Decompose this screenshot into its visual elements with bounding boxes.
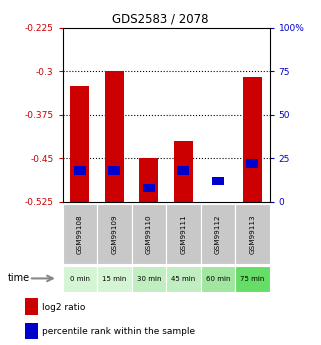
Bar [25, 298, 38, 315]
Text: 75 min: 75 min [240, 276, 265, 282]
Text: percentile rank within the sample: percentile rank within the sample [42, 327, 195, 336]
Text: GSM99111: GSM99111 [180, 214, 187, 254]
Bar [174, 141, 193, 202]
Bar [97, 266, 132, 292]
Bar [108, 166, 120, 175]
Bar [132, 266, 166, 292]
Text: 45 min: 45 min [171, 276, 195, 282]
Bar [166, 204, 201, 264]
Bar [139, 158, 158, 202]
Bar [97, 204, 132, 264]
Bar [235, 266, 270, 292]
Bar [105, 71, 124, 202]
Text: GSM99110: GSM99110 [146, 214, 152, 254]
Bar [70, 86, 89, 202]
Bar [201, 204, 235, 264]
Text: 15 min: 15 min [102, 276, 126, 282]
Bar [132, 204, 166, 264]
Text: 0 min: 0 min [70, 276, 90, 282]
Bar [74, 166, 86, 175]
Bar [166, 266, 201, 292]
Text: 30 min: 30 min [137, 276, 161, 282]
Bar [201, 266, 235, 292]
Text: GSM99113: GSM99113 [249, 214, 256, 254]
Text: GSM99112: GSM99112 [215, 214, 221, 254]
Bar [212, 177, 224, 185]
Text: 60 min: 60 min [206, 276, 230, 282]
Bar [246, 159, 258, 168]
Bar [143, 184, 155, 192]
Bar [243, 77, 262, 202]
Text: GSM99109: GSM99109 [111, 214, 117, 254]
Text: GSM99108: GSM99108 [77, 214, 83, 254]
Text: log2 ratio: log2 ratio [42, 303, 86, 312]
Text: GDS2583 / 2078: GDS2583 / 2078 [112, 12, 209, 25]
Bar [63, 204, 97, 264]
Bar [25, 323, 38, 339]
Bar [63, 266, 97, 292]
Text: time: time [8, 274, 30, 283]
Bar [235, 204, 270, 264]
Bar [177, 166, 189, 175]
